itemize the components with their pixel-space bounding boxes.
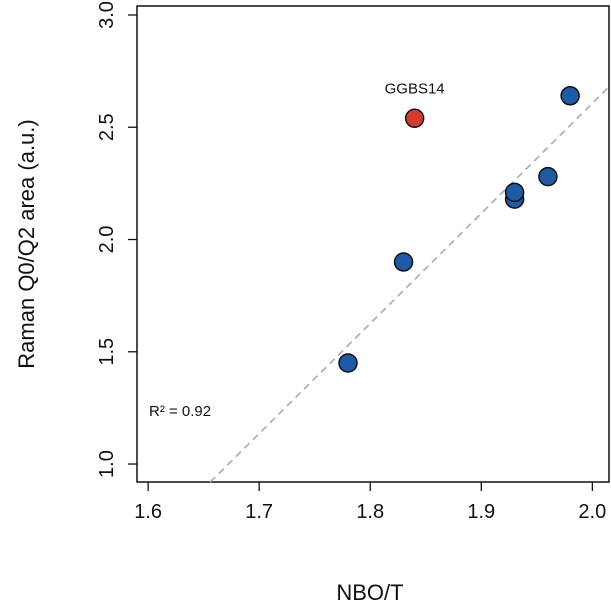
data-point <box>393 252 414 272</box>
y-axis-title: Raman Q0/Q2 area (a.u.) <box>14 119 39 368</box>
x-tick-label: 2.0 <box>578 501 606 523</box>
y-axis: 1.0 1.5 2.0 2.5 3.0 <box>96 1 137 478</box>
data-point <box>560 86 580 106</box>
data-point <box>504 182 525 203</box>
y-tick-label: 3.0 <box>96 1 118 29</box>
regression-line <box>209 86 610 483</box>
annotations: GGBS14 R² = 0.92 <box>149 80 445 420</box>
y-tick-label: 2.0 <box>96 226 118 254</box>
fit-line-layer <box>209 86 610 483</box>
x-axis-title: NBO/T <box>336 580 403 605</box>
data-points <box>338 86 580 373</box>
y-tick-label: 1.5 <box>96 338 118 366</box>
plot-frame <box>136 5 610 483</box>
point-label: GGBS14 <box>385 80 445 97</box>
data-point <box>538 166 558 187</box>
x-tick-label: 1.8 <box>356 501 384 523</box>
x-tick-label: 1.7 <box>245 501 273 523</box>
y-tick-label: 2.5 <box>96 113 118 141</box>
data-point <box>404 108 425 129</box>
x-tick-label: 1.9 <box>467 501 495 523</box>
x-axis: 1.6 1.7 1.8 1.9 2.0 <box>134 482 606 523</box>
y-tick-label: 1.0 <box>96 450 118 478</box>
x-tick-label: 1.6 <box>134 501 162 523</box>
data-point <box>338 353 358 373</box>
r-squared-annotation: R² = 0.92 <box>149 403 211 420</box>
